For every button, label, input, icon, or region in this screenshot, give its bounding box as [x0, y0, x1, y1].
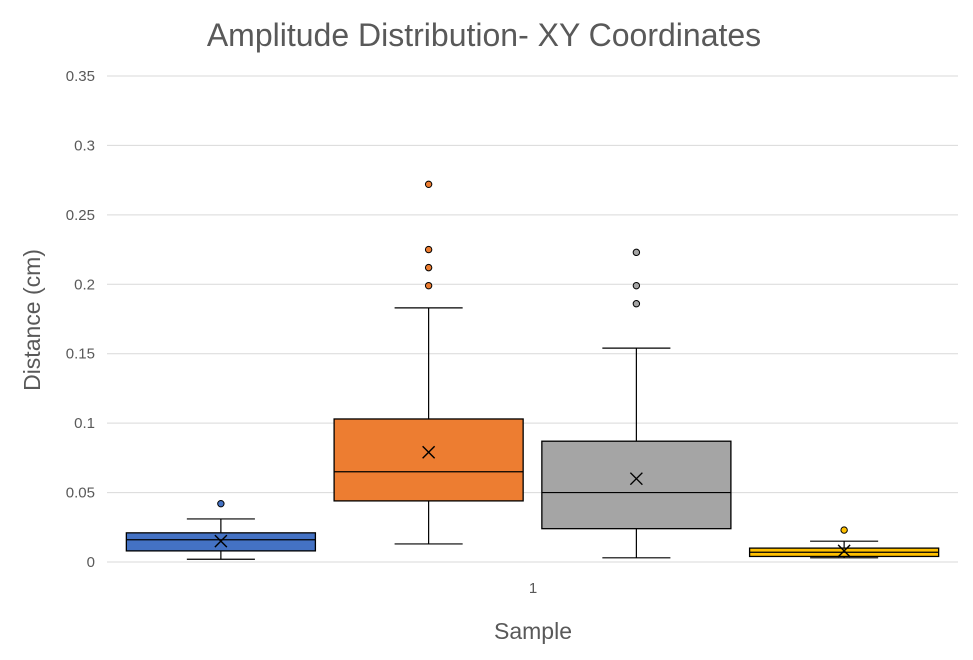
outlier-point	[217, 499, 225, 508]
box-series-group	[125, 180, 940, 560]
mean-marker	[629, 472, 643, 486]
outlier-point	[424, 180, 433, 189]
y-tick-label: 0	[87, 554, 95, 571]
y-tick-label: 0.35	[66, 68, 95, 85]
mean-marker	[422, 445, 436, 459]
y-tick-label: 0.05	[66, 485, 95, 502]
box-iqr	[541, 440, 732, 530]
y-axis-title: Distance (cm)	[19, 249, 45, 391]
y-axis-tick-labels: 0 0.05 0.1 0.15 0.2 0.25 0.3 0.35	[66, 68, 95, 571]
outlier-point	[424, 281, 433, 290]
outlier-point	[424, 245, 433, 254]
y-tick-label: 0.1	[74, 415, 95, 432]
y-tick-label: 0.3	[74, 137, 95, 154]
x-axis-tick-labels: 1	[529, 580, 537, 597]
mean-marker	[837, 544, 851, 558]
chart-title: Amplitude Distribution- XY Coordinates	[207, 17, 761, 53]
x-tick-label: 1	[529, 580, 537, 597]
box-series-4	[748, 526, 940, 559]
x-axis-title: Sample	[494, 618, 572, 644]
outlier-point	[840, 526, 848, 534]
outlier-point	[632, 281, 641, 290]
box-iqr	[333, 418, 524, 502]
outlier-point	[632, 248, 641, 257]
mean-marker	[214, 534, 228, 548]
box-series-2	[333, 180, 524, 545]
y-tick-label: 0.25	[66, 207, 95, 224]
gridlines	[107, 75, 958, 563]
outlier-point	[632, 300, 641, 308]
outlier-point	[424, 263, 433, 272]
y-tick-label: 0.2	[74, 276, 95, 293]
box-series-3	[541, 248, 732, 559]
box-series-1	[125, 499, 317, 560]
y-tick-label: 0.15	[66, 346, 95, 363]
